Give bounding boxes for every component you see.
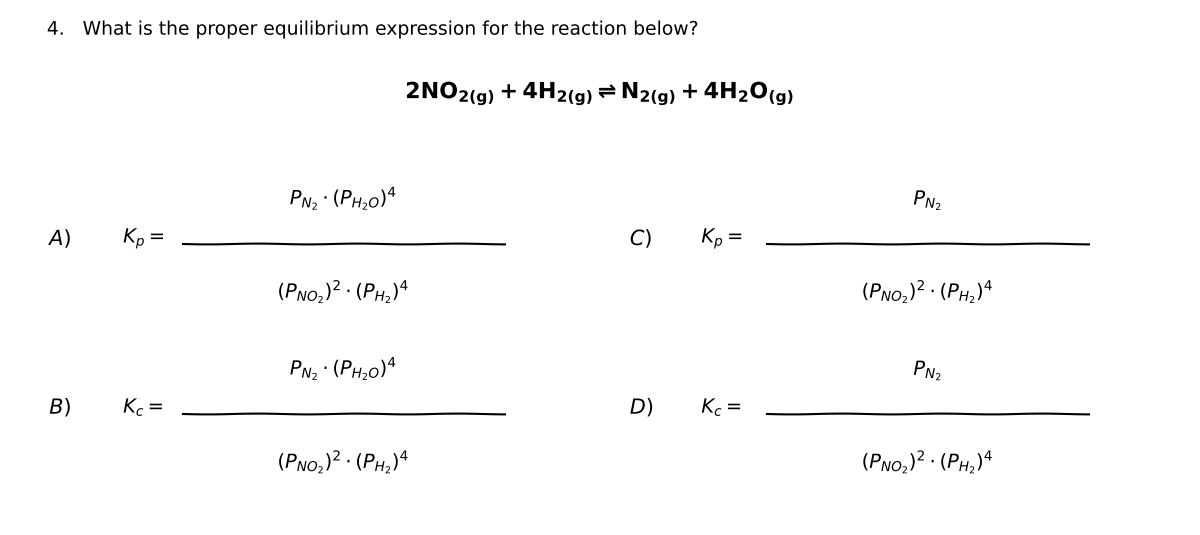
Text: 4.   What is the proper equilibrium expression for the reaction below?: 4. What is the proper equilibrium expres… [47, 20, 698, 39]
Text: $\mathit{C})$: $\mathit{C})$ [630, 227, 653, 250]
Text: $P_{N_2}$: $P_{N_2}$ [913, 359, 942, 383]
Text: $K_c =$: $K_c =$ [701, 396, 743, 418]
Text: $(P_{NO_2})^2 \cdot (P_{H_2})^4$: $(P_{NO_2})^2 \cdot (P_{H_2})^4$ [277, 448, 410, 476]
Text: $P_{N_2} \cdot (P_{H_2O})^4$: $P_{N_2} \cdot (P_{H_2O})^4$ [289, 185, 397, 212]
Text: $K_p =$: $K_p =$ [124, 226, 166, 251]
Text: $P_{N_2}$: $P_{N_2}$ [913, 188, 942, 212]
Text: $\mathit{B})$: $\mathit{B})$ [49, 396, 72, 419]
Text: $\mathit{D})$: $\mathit{D})$ [630, 396, 654, 419]
Text: $\mathbf{2NO_{2(g)} + 4H_{2(g)} \rightleftharpoons N_{2(g)} + 4H_2O_{(g)}}$: $\mathbf{2NO_{2(g)} + 4H_{2(g)} \rightle… [406, 80, 794, 107]
Text: $(P_{NO_2})^2 \cdot (P_{H_2})^4$: $(P_{NO_2})^2 \cdot (P_{H_2})^4$ [862, 448, 994, 476]
Text: $K_c =$: $K_c =$ [124, 396, 164, 418]
Text: $(P_{NO_2})^2 \cdot (P_{H_2})^4$: $(P_{NO_2})^2 \cdot (P_{H_2})^4$ [862, 278, 994, 305]
Text: $P_{N_2} \cdot (P_{H_2O})^4$: $P_{N_2} \cdot (P_{H_2O})^4$ [289, 355, 397, 383]
Text: $\mathit{A})$: $\mathit{A})$ [49, 227, 73, 250]
Text: $K_p =$: $K_p =$ [701, 226, 744, 251]
Text: $(P_{NO_2})^2 \cdot (P_{H_2})^4$: $(P_{NO_2})^2 \cdot (P_{H_2})^4$ [277, 278, 410, 305]
